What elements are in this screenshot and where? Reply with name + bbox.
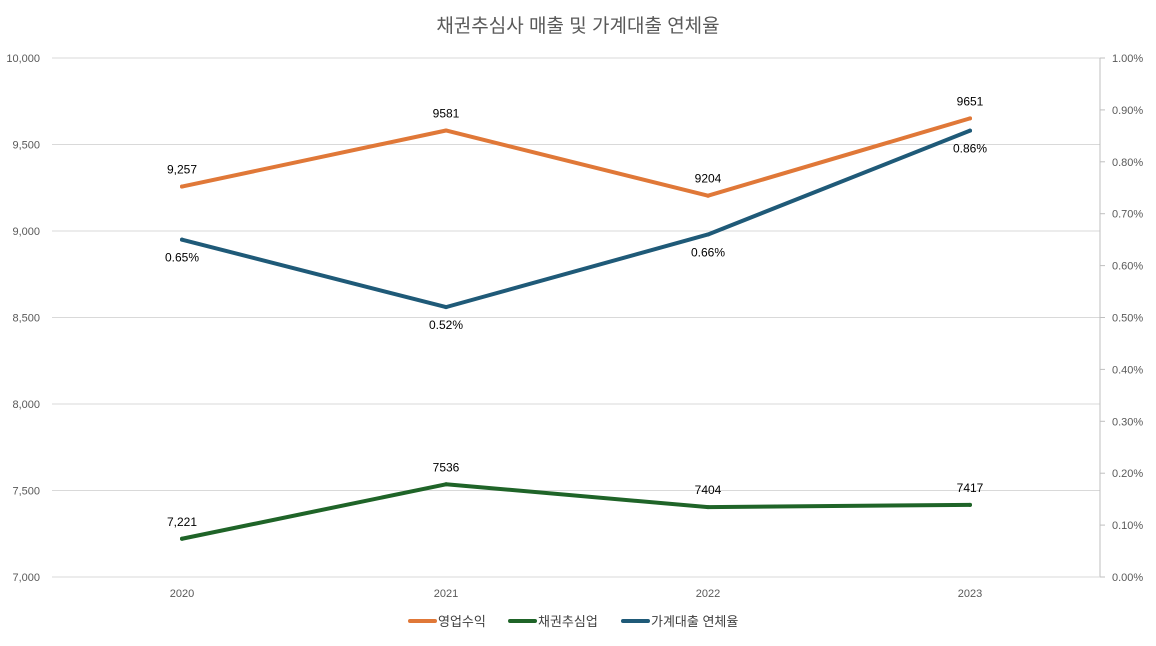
x-tick-label: 2021: [434, 588, 458, 600]
y-left-tick-label: 8,500: [12, 313, 40, 325]
data-label: 7404: [695, 483, 722, 497]
data-label: 7417: [957, 481, 984, 495]
series-lines: 9,257 9581 9204 9651 7,221 7536 7404 7417 0.65% 0…: [165, 94, 987, 541]
y-right-tick-label: 0.30%: [1112, 416, 1143, 428]
data-point: [444, 482, 448, 487]
data-point: [444, 128, 448, 133]
gridlines: [52, 57, 1100, 578]
data-point: [968, 116, 972, 121]
x-axis: 2020 2021 2022 2023: [52, 576, 1100, 600]
y-left-tick-label: 9,000: [12, 226, 40, 238]
data-label: 0.66%: [691, 245, 725, 259]
y-left-tick-label: 10,000: [6, 53, 40, 65]
y-right-tick-label: 0.50%: [1112, 313, 1143, 325]
data-label: 9651: [957, 94, 984, 108]
data-label: 7,221: [167, 515, 197, 529]
data-label: 9204: [695, 172, 722, 186]
y-axis-left: 7,000 7,500 8,000 8,500 9,000 9,500 10,000: [6, 53, 40, 584]
data-point: [968, 128, 972, 133]
y-left-tick-label: 7,500: [12, 486, 40, 498]
legend-label: 가계대출 연체율: [651, 614, 738, 629]
y-right-tick-label: 0.90%: [1112, 105, 1143, 117]
legend-label: 채권추심업: [538, 614, 598, 629]
data-label: 0.65%: [165, 251, 199, 265]
chart-title: 채권추심사 매출 및 가계대출 연체율: [436, 15, 719, 37]
data-point: [180, 237, 184, 242]
y-right-tick-label: 0.40%: [1112, 364, 1143, 376]
data-label: 9,257: [167, 163, 197, 177]
legend: 영업수익 채권추심업 가계대출 연체율: [408, 614, 738, 629]
data-point: [968, 502, 972, 507]
y-left-tick-label: 8,000: [12, 399, 40, 411]
data-point: [180, 536, 184, 541]
data-label: 0.52%: [429, 318, 463, 332]
x-tick-label: 2020: [170, 588, 194, 600]
data-label: 0.86%: [953, 142, 987, 156]
y-axis-right: 0.00% 0.10% 0.20% 0.30% 0.40% 0.50% 0.60% 0.70%…: [1099, 53, 1143, 584]
data-point: [706, 505, 710, 510]
series-line: [180, 482, 972, 541]
y-right-tick-label: 0.80%: [1112, 157, 1143, 169]
y-right-tick-label: 1.00%: [1112, 53, 1143, 65]
data-point: [706, 193, 710, 198]
y-right-tick-label: 0.00%: [1112, 572, 1143, 584]
y-left-tick-label: 9,500: [12, 140, 40, 152]
data-point: [706, 232, 710, 237]
x-tick-label: 2022: [696, 588, 720, 600]
y-right-tick-label: 0.10%: [1112, 520, 1143, 532]
series-line: [180, 128, 972, 310]
data-point: [180, 184, 184, 189]
y-left-tick-label: 7,000: [12, 572, 40, 584]
legend-label: 영업수익: [438, 614, 486, 629]
y-right-tick-label: 0.70%: [1112, 209, 1143, 221]
y-right-tick-label: 0.20%: [1112, 468, 1143, 480]
y-right-tick-label: 0.60%: [1112, 261, 1143, 273]
data-point: [444, 305, 448, 310]
data-label: 9581: [433, 106, 460, 120]
x-tick-label: 2023: [958, 588, 982, 600]
data-label: 7536: [433, 460, 460, 474]
series-line: [180, 116, 972, 198]
